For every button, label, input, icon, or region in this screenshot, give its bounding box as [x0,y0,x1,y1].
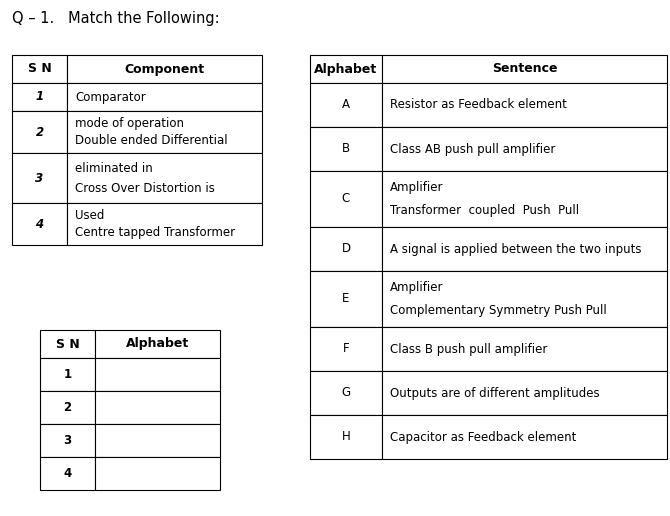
Bar [95,391,220,424]
Bar [310,127,382,171]
Text: Capacitor as Feedback element: Capacitor as Feedback element [390,430,576,443]
Bar [382,83,667,127]
Bar [310,371,382,415]
Text: F: F [342,343,349,356]
Text: eliminated in: eliminated in [75,162,153,174]
Text: Alphabet: Alphabet [314,62,378,75]
Text: A: A [342,99,350,111]
Bar [12,83,67,111]
Bar [40,457,95,490]
Text: C: C [342,192,350,205]
Text: mode of operation: mode of operation [75,117,184,130]
Bar [67,203,262,245]
Text: Class B push pull amplifier: Class B push pull amplifier [390,343,547,356]
Text: Amplifier: Amplifier [390,281,444,294]
Text: 1: 1 [36,90,44,104]
Text: Cross Over Distortion is: Cross Over Distortion is [75,182,215,195]
Bar [40,330,95,358]
Bar [310,171,382,227]
Bar [382,271,667,327]
Bar [382,227,667,271]
Bar [40,391,95,424]
Text: 4: 4 [64,467,72,480]
Text: E: E [342,293,350,305]
Bar [95,358,220,391]
Bar [382,127,667,171]
Bar [95,330,220,358]
Text: 3: 3 [36,171,44,185]
Bar [67,111,262,153]
Text: G: G [342,386,350,399]
Text: S N: S N [56,337,79,350]
Text: A signal is applied between the two inputs: A signal is applied between the two inpu… [390,243,641,255]
Bar [310,227,382,271]
Bar [95,457,220,490]
Text: Comparator: Comparator [75,90,146,104]
Bar [95,424,220,457]
Bar [67,153,262,203]
Bar [67,83,262,111]
Text: Complementary Symmetry Push Pull: Complementary Symmetry Push Pull [390,304,607,317]
Text: Centre tapped Transformer: Centre tapped Transformer [75,226,235,239]
Bar [12,153,67,203]
Text: 2: 2 [36,125,44,138]
Text: Q – 1.   Match the Following:: Q – 1. Match the Following: [12,10,220,25]
Bar [382,55,667,83]
Text: B: B [342,142,350,155]
Text: H: H [342,430,350,443]
Bar [382,415,667,459]
Bar [67,55,262,83]
Bar [382,371,667,415]
Bar [310,55,382,83]
Text: 3: 3 [64,434,72,447]
Text: S N: S N [27,62,52,75]
Text: D: D [342,243,350,255]
Text: Amplifier: Amplifier [390,181,444,195]
Bar [310,83,382,127]
Text: 1: 1 [64,368,72,381]
Bar [382,171,667,227]
Bar [40,424,95,457]
Bar [12,203,67,245]
Bar [310,327,382,371]
Bar [310,271,382,327]
Text: Class AB push pull amplifier: Class AB push pull amplifier [390,142,555,155]
Text: Resistor as Feedback element: Resistor as Feedback element [390,99,567,111]
Bar [382,327,667,371]
Text: 4: 4 [36,218,44,231]
Bar [310,415,382,459]
Text: Used: Used [75,209,105,222]
Text: Alphabet: Alphabet [126,337,189,350]
Bar [12,111,67,153]
Text: Outputs are of different amplitudes: Outputs are of different amplitudes [390,386,600,399]
Text: Double ended Differential: Double ended Differential [75,134,228,147]
Text: Transformer  coupled  Push  Pull: Transformer coupled Push Pull [390,204,579,217]
Text: Sentence: Sentence [492,62,557,75]
Text: Component: Component [125,62,204,75]
Bar [40,358,95,391]
Bar [12,55,67,83]
Text: 2: 2 [64,401,72,414]
